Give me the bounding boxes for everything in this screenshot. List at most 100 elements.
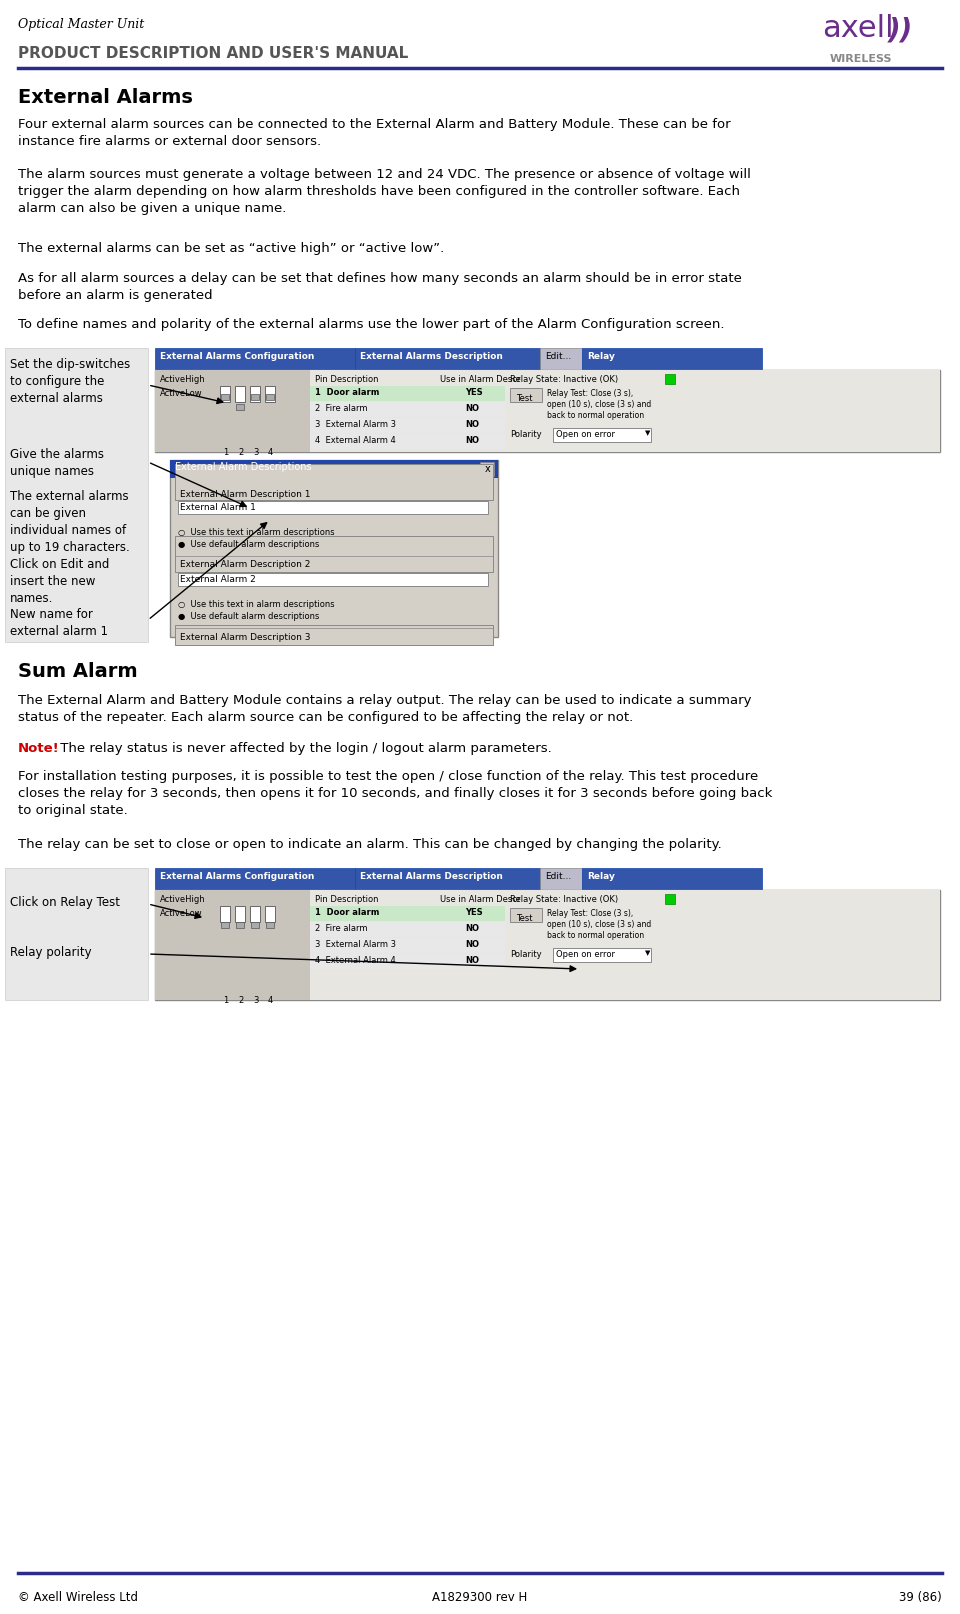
- Bar: [236, 404, 244, 410]
- Bar: [665, 894, 675, 904]
- Bar: [5, 349, 148, 642]
- Text: NO: NO: [465, 923, 479, 933]
- Text: Pin Description: Pin Description: [315, 896, 378, 904]
- Text: 4  External Alarm 4: 4 External Alarm 4: [315, 436, 396, 445]
- Bar: [582, 868, 762, 889]
- Bar: [251, 922, 259, 928]
- Text: 39 (86): 39 (86): [900, 1591, 942, 1604]
- Text: External Alarms Description: External Alarms Description: [360, 352, 503, 362]
- Text: ○  Use this text in alarm descriptions: ○ Use this text in alarm descriptions: [178, 600, 335, 608]
- Text: YES: YES: [465, 387, 483, 397]
- Text: ○  Use this text in alarm descriptions: ○ Use this text in alarm descriptions: [178, 528, 335, 537]
- Bar: [355, 349, 540, 370]
- Bar: [155, 349, 355, 370]
- Bar: [310, 386, 505, 400]
- Text: ActiveLow: ActiveLow: [160, 389, 203, 399]
- Bar: [310, 938, 505, 952]
- Text: NO: NO: [465, 404, 479, 413]
- Text: External Alarm Description 1: External Alarm Description 1: [180, 491, 310, 499]
- Text: The external alarms can be set as “active high” or “active low”.: The external alarms can be set as “activ…: [18, 242, 444, 255]
- Bar: [250, 386, 260, 402]
- Bar: [175, 536, 493, 571]
- Bar: [553, 428, 651, 442]
- Text: External Alarms: External Alarms: [18, 89, 193, 107]
- Text: back to normal operation: back to normal operation: [547, 931, 644, 939]
- Text: New name for
external alarm 1: New name for external alarm 1: [10, 608, 108, 638]
- Text: axell: axell: [822, 15, 894, 44]
- Text: The alarm sources must generate a voltage between 12 and 24 VDC. The presence or: The alarm sources must generate a voltag…: [18, 168, 751, 215]
- Text: Optical Master Unit: Optical Master Unit: [18, 18, 144, 31]
- Text: Edit...: Edit...: [545, 872, 571, 881]
- Text: PRODUCT DESCRIPTION AND USER'S MANUAL: PRODUCT DESCRIPTION AND USER'S MANUAL: [18, 47, 408, 61]
- Text: open (10 s), close (3 s) and: open (10 s), close (3 s) and: [547, 400, 651, 408]
- Text: Relay Test: Close (3 s),: Relay Test: Close (3 s),: [547, 909, 634, 918]
- Bar: [355, 868, 540, 889]
- Text: A1829300 rev H: A1829300 rev H: [432, 1591, 528, 1604]
- Text: For installation testing purposes, it is possible to test the open / close funct: For installation testing purposes, it is…: [18, 770, 773, 817]
- Text: Test: Test: [516, 914, 533, 923]
- Text: Relay State: Inactive (OK): Relay State: Inactive (OK): [510, 896, 618, 904]
- Text: Relay State: Inactive (OK): Relay State: Inactive (OK): [510, 374, 618, 384]
- Text: YES: YES: [465, 909, 483, 917]
- Bar: [251, 394, 259, 400]
- Bar: [582, 349, 762, 370]
- Text: Edit...: Edit...: [545, 352, 571, 362]
- Text: open (10 s), close (3 s) and: open (10 s), close (3 s) and: [547, 920, 651, 930]
- Bar: [310, 402, 505, 416]
- Bar: [155, 889, 310, 1001]
- Bar: [266, 394, 274, 400]
- Text: Relay: Relay: [587, 872, 614, 881]
- Bar: [221, 394, 229, 400]
- Text: ●  Use default alarm descriptions: ● Use default alarm descriptions: [178, 612, 320, 621]
- Text: Click on Relay Test: Click on Relay Test: [10, 896, 120, 909]
- Bar: [310, 905, 505, 922]
- Text: ActiveLow: ActiveLow: [160, 909, 203, 918]
- Bar: [155, 370, 940, 452]
- Bar: [540, 349, 582, 370]
- Bar: [310, 889, 505, 1001]
- Text: External Alarm Descriptions: External Alarm Descriptions: [175, 462, 312, 471]
- Text: 4: 4: [268, 449, 274, 457]
- Text: 4  External Alarm 4: 4 External Alarm 4: [315, 955, 396, 965]
- Text: Open on error: Open on error: [556, 951, 615, 959]
- Bar: [5, 868, 148, 1001]
- Bar: [266, 922, 274, 928]
- Text: 1: 1: [223, 449, 228, 457]
- Bar: [236, 922, 244, 928]
- Bar: [310, 954, 505, 968]
- Bar: [178, 500, 488, 513]
- Text: Relay: Relay: [587, 352, 614, 362]
- Text: Use in Alarm Descr: Use in Alarm Descr: [440, 374, 520, 384]
- Text: Open on error: Open on error: [556, 429, 615, 439]
- Text: External Alarms Configuration: External Alarms Configuration: [160, 352, 314, 362]
- Bar: [510, 387, 542, 402]
- Text: Pin Description: Pin Description: [315, 374, 378, 384]
- Bar: [505, 370, 940, 452]
- Bar: [170, 460, 498, 638]
- Bar: [170, 460, 498, 478]
- Text: 2: 2: [238, 996, 243, 1006]
- Bar: [220, 386, 230, 402]
- Text: External Alarm Description 2: External Alarm Description 2: [180, 560, 310, 570]
- Bar: [540, 868, 582, 889]
- Text: ActiveHigh: ActiveHigh: [160, 896, 205, 904]
- Bar: [665, 374, 675, 384]
- Text: External Alarms Description: External Alarms Description: [360, 872, 503, 881]
- Bar: [510, 909, 542, 922]
- Text: External Alarm 1: External Alarm 1: [180, 504, 256, 512]
- Bar: [235, 905, 245, 922]
- Text: The relay can be set to close or open to indicate an alarm. This can be changed : The relay can be set to close or open to…: [18, 838, 722, 851]
- Text: Note!: Note!: [18, 742, 60, 755]
- Text: Sum Alarm: Sum Alarm: [18, 662, 137, 681]
- Text: Relay polarity: Relay polarity: [10, 946, 91, 959]
- Bar: [553, 947, 651, 962]
- Text: ▼: ▼: [645, 429, 650, 436]
- Text: NO: NO: [465, 955, 479, 965]
- Text: Four external alarm sources can be connected to the External Alarm and Battery M: Four external alarm sources can be conne…: [18, 118, 731, 148]
- Bar: [265, 386, 275, 402]
- Bar: [178, 573, 488, 586]
- Text: WIRELESS: WIRELESS: [830, 53, 893, 65]
- Text: 2  Fire alarm: 2 Fire alarm: [315, 404, 368, 413]
- Bar: [265, 905, 275, 922]
- Bar: [155, 868, 355, 889]
